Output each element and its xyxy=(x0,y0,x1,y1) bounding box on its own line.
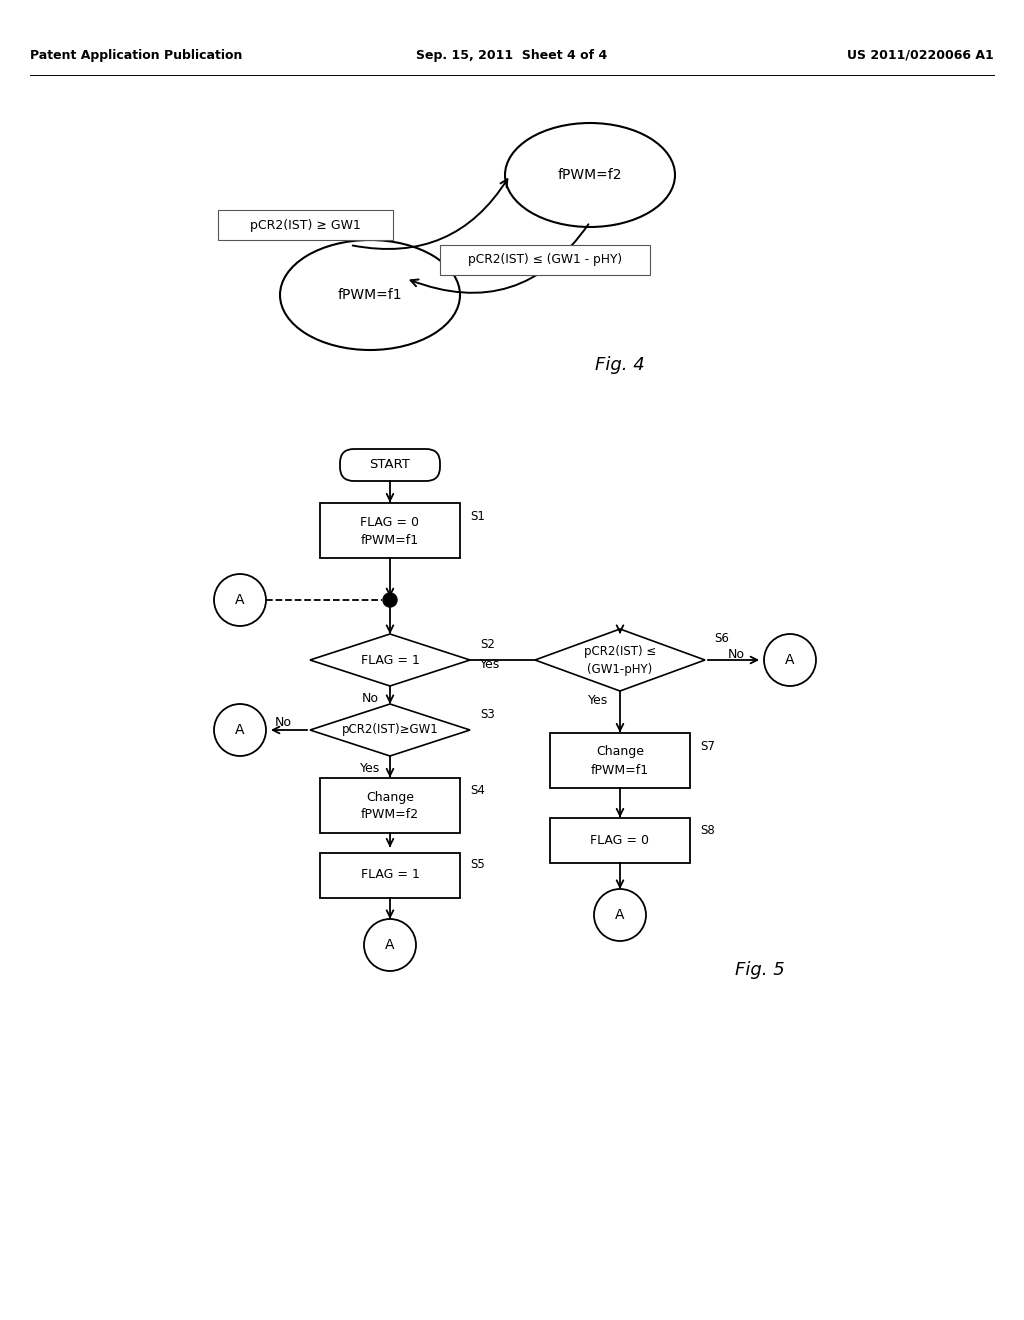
Bar xyxy=(217,210,392,240)
Text: A: A xyxy=(236,723,245,737)
Text: S6: S6 xyxy=(715,631,729,644)
Text: FLAG = 1: FLAG = 1 xyxy=(360,869,420,882)
Text: Patent Application Publication: Patent Application Publication xyxy=(30,49,243,62)
Text: FLAG = 0: FLAG = 0 xyxy=(360,516,420,528)
Text: Yes: Yes xyxy=(359,762,380,775)
Text: S5: S5 xyxy=(471,858,485,871)
Polygon shape xyxy=(535,630,705,690)
Polygon shape xyxy=(310,704,470,756)
Ellipse shape xyxy=(280,240,460,350)
Circle shape xyxy=(383,593,397,607)
Bar xyxy=(550,817,690,862)
Text: US 2011/0220066 A1: US 2011/0220066 A1 xyxy=(847,49,994,62)
Text: FLAG = 0: FLAG = 0 xyxy=(591,833,649,846)
Text: S4: S4 xyxy=(471,784,485,797)
Circle shape xyxy=(764,634,816,686)
Text: fPWM=f1: fPWM=f1 xyxy=(338,288,402,302)
Text: A: A xyxy=(615,908,625,921)
Circle shape xyxy=(214,574,266,626)
Polygon shape xyxy=(310,634,470,686)
Text: A: A xyxy=(385,939,394,952)
Text: A: A xyxy=(785,653,795,667)
Circle shape xyxy=(594,888,646,941)
Bar xyxy=(319,853,460,898)
Text: START: START xyxy=(370,458,411,471)
Text: No: No xyxy=(728,648,745,660)
Text: Fig. 5: Fig. 5 xyxy=(735,961,784,979)
Text: Change: Change xyxy=(366,791,414,804)
Text: S2: S2 xyxy=(480,638,496,651)
Text: pCR2(IST)≥GW1: pCR2(IST)≥GW1 xyxy=(342,723,438,737)
Text: S8: S8 xyxy=(700,824,716,837)
Text: Yes: Yes xyxy=(588,694,608,708)
Bar xyxy=(319,503,460,557)
Text: Sep. 15, 2011  Sheet 4 of 4: Sep. 15, 2011 Sheet 4 of 4 xyxy=(417,49,607,62)
Text: pCR2(IST) ≤ (GW1 - pHY): pCR2(IST) ≤ (GW1 - pHY) xyxy=(468,253,622,267)
Text: FLAG = 1: FLAG = 1 xyxy=(360,653,420,667)
Ellipse shape xyxy=(505,123,675,227)
Text: No: No xyxy=(361,692,379,705)
Text: Yes: Yes xyxy=(480,657,500,671)
Circle shape xyxy=(214,704,266,756)
Text: pCR2(IST) ≥ GW1: pCR2(IST) ≥ GW1 xyxy=(250,219,360,231)
Text: S1: S1 xyxy=(471,510,485,523)
Text: A: A xyxy=(236,593,245,607)
Text: fPWM=f1: fPWM=f1 xyxy=(360,533,419,546)
FancyBboxPatch shape xyxy=(340,449,440,480)
Text: pCR2(IST) ≤: pCR2(IST) ≤ xyxy=(584,645,656,659)
Bar xyxy=(440,246,650,275)
Text: fPWM=f1: fPWM=f1 xyxy=(591,763,649,776)
Bar xyxy=(319,777,460,833)
Text: fPWM=f2: fPWM=f2 xyxy=(360,808,419,821)
Text: S7: S7 xyxy=(700,739,716,752)
Text: S3: S3 xyxy=(480,708,496,721)
Circle shape xyxy=(364,919,416,972)
Bar xyxy=(550,733,690,788)
Text: Fig. 4: Fig. 4 xyxy=(595,356,645,374)
Text: No: No xyxy=(275,715,292,729)
Text: fPWM=f2: fPWM=f2 xyxy=(558,168,623,182)
Text: (GW1-pHY): (GW1-pHY) xyxy=(588,664,652,676)
Text: Change: Change xyxy=(596,746,644,759)
